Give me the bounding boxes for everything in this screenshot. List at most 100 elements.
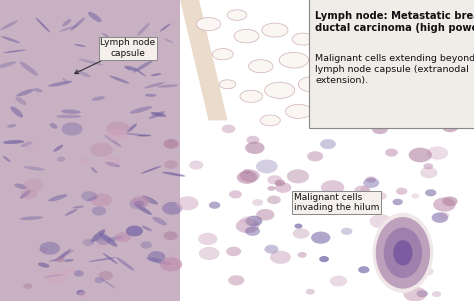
Ellipse shape [48,257,65,262]
Circle shape [298,252,307,258]
Ellipse shape [319,20,344,34]
Circle shape [94,277,104,283]
Ellipse shape [62,77,69,84]
Circle shape [164,231,178,240]
Circle shape [57,157,65,162]
Circle shape [23,283,32,289]
Ellipse shape [157,85,178,88]
Ellipse shape [88,257,116,262]
Ellipse shape [88,12,101,22]
Circle shape [267,195,281,204]
Circle shape [107,121,129,136]
Circle shape [392,199,403,205]
Ellipse shape [24,166,45,171]
Ellipse shape [144,82,165,88]
Circle shape [126,225,143,236]
Ellipse shape [393,240,412,265]
Circle shape [427,146,448,160]
Circle shape [323,200,338,209]
Circle shape [330,275,347,287]
Circle shape [107,129,127,141]
Circle shape [372,124,388,134]
Ellipse shape [107,47,118,53]
Ellipse shape [100,233,117,247]
Circle shape [292,194,306,203]
Circle shape [409,147,432,162]
Ellipse shape [91,167,97,173]
Circle shape [363,178,379,188]
Circle shape [416,290,428,297]
Ellipse shape [3,140,24,144]
Circle shape [40,247,48,252]
Circle shape [403,287,427,301]
Ellipse shape [0,20,18,30]
Circle shape [403,265,427,279]
Circle shape [222,125,236,133]
Circle shape [162,202,182,215]
Ellipse shape [314,50,330,58]
Circle shape [96,240,109,248]
Ellipse shape [34,88,43,92]
Circle shape [164,254,181,265]
Circle shape [413,235,430,247]
Ellipse shape [124,133,151,136]
Circle shape [358,266,369,273]
Circle shape [360,186,369,192]
Ellipse shape [104,135,121,147]
Ellipse shape [285,104,312,118]
Circle shape [228,275,245,285]
Ellipse shape [298,76,328,92]
Ellipse shape [264,82,295,98]
Circle shape [252,199,263,206]
Circle shape [236,218,259,233]
Ellipse shape [153,217,167,225]
Ellipse shape [248,60,273,73]
Circle shape [62,122,82,136]
Circle shape [385,221,402,231]
Circle shape [240,216,255,225]
Ellipse shape [44,275,63,278]
Ellipse shape [196,17,221,31]
Ellipse shape [71,17,85,31]
Circle shape [24,179,44,191]
Ellipse shape [137,135,151,136]
Ellipse shape [160,23,171,32]
Ellipse shape [20,191,30,199]
Circle shape [148,251,165,262]
Circle shape [355,185,371,196]
Circle shape [439,212,449,219]
Text: Lymph node
capsule: Lymph node capsule [75,39,155,74]
Ellipse shape [151,112,166,117]
Ellipse shape [384,228,422,278]
Circle shape [343,200,364,214]
Ellipse shape [136,204,152,215]
Ellipse shape [127,123,137,132]
Polygon shape [389,0,474,66]
Ellipse shape [19,62,38,76]
Ellipse shape [320,114,344,127]
Circle shape [81,191,97,201]
Circle shape [401,257,412,264]
Ellipse shape [0,61,16,69]
Circle shape [407,284,417,290]
Circle shape [245,226,260,236]
Ellipse shape [376,217,430,289]
Ellipse shape [142,226,152,231]
Polygon shape [180,0,228,120]
Circle shape [76,290,85,296]
Circle shape [319,256,329,262]
Ellipse shape [105,162,120,167]
Ellipse shape [116,257,135,271]
Circle shape [425,189,437,196]
Circle shape [256,160,278,173]
Ellipse shape [124,66,136,71]
Circle shape [366,176,376,183]
Circle shape [442,197,457,206]
Ellipse shape [145,94,156,97]
Ellipse shape [102,33,111,39]
Circle shape [374,192,387,200]
Circle shape [275,182,292,193]
Ellipse shape [16,97,26,105]
Ellipse shape [262,23,288,37]
Ellipse shape [107,236,123,242]
